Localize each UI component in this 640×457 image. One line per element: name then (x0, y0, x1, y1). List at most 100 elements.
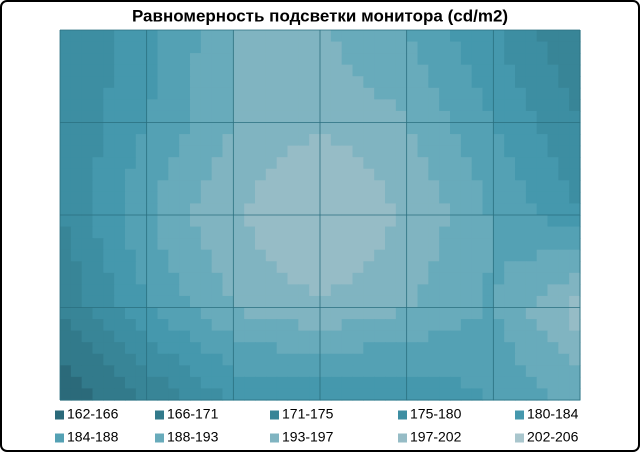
contour-cell (493, 215, 505, 228)
contour-cell (428, 87, 440, 100)
contour-cell (558, 249, 570, 262)
contour-cell (525, 376, 538, 390)
contour-cell (363, 53, 375, 66)
contour-cell (92, 226, 104, 239)
contour-cell (200, 134, 213, 147)
contour-cell (471, 87, 484, 100)
contour-cell (125, 376, 137, 390)
contour-cell (265, 145, 278, 158)
contour-cell (276, 76, 289, 89)
contour-cell (179, 76, 191, 89)
contour-cell (135, 376, 148, 390)
contour-cell (146, 134, 159, 147)
contour-cell (135, 168, 148, 181)
contour-cell (265, 365, 278, 378)
contour-cell (135, 238, 148, 251)
contour-cell (547, 180, 559, 193)
contour-cell (385, 30, 397, 43)
legend-swatch (270, 433, 279, 443)
contour-cell (276, 238, 289, 251)
contour-cell (450, 168, 462, 181)
contour-cell (547, 272, 559, 285)
contour-cell (482, 134, 494, 147)
contour-cell (341, 87, 354, 100)
contour-cell (363, 180, 375, 193)
contour-cell (439, 191, 451, 205)
contour-cell (439, 87, 451, 100)
contour-cell (406, 30, 419, 43)
contour-cell (135, 319, 148, 332)
contour-cell (190, 41, 202, 54)
contour-cell (406, 342, 419, 355)
contour-cell (103, 64, 115, 77)
contour-cell (569, 41, 581, 54)
contour-cell (330, 41, 343, 54)
contour-cell (406, 249, 419, 262)
contour-cell (179, 365, 191, 378)
contour-cell (244, 365, 256, 378)
contour-cell (460, 295, 473, 309)
contour-cell (471, 330, 484, 343)
contour-cell (374, 203, 386, 216)
legend: 162-166 166-171 171-175 175-180 180-184184-1… (55, 406, 579, 445)
contour-cell (320, 110, 332, 124)
contour-cell (222, 238, 234, 251)
contour-cell (460, 99, 473, 112)
chart-title: Равномерность подсветки монитора (cd/m2) (132, 6, 508, 25)
contour-cell (276, 180, 289, 193)
contour-cell (255, 376, 267, 390)
contour-cell (200, 180, 213, 193)
contour-cell (211, 99, 224, 112)
contour-cell (450, 353, 462, 366)
contour-cell (157, 342, 169, 355)
contour-cell (558, 157, 570, 170)
contour-cell (439, 330, 451, 343)
contour-cell (135, 261, 148, 274)
contour-cell (515, 191, 527, 205)
contour-cell (200, 376, 213, 390)
contour-cell (60, 53, 72, 66)
contour-cell (265, 180, 278, 193)
contour-cell (179, 272, 191, 285)
contour-cell (222, 215, 234, 228)
contour-cell (276, 319, 289, 332)
contour-cell (428, 365, 440, 378)
contour-cell (233, 41, 245, 54)
contour-cell (417, 249, 429, 262)
contour-cell (460, 319, 473, 332)
contour-cell (460, 365, 473, 378)
contour-cell (265, 64, 278, 77)
contour-cell (287, 53, 299, 66)
contour-cell (244, 319, 256, 332)
contour-cell (428, 180, 440, 193)
contour-cell (309, 87, 321, 100)
contour-cell (92, 134, 104, 147)
contour-cell (81, 307, 94, 320)
contour-cell (504, 319, 516, 332)
contour-cell (255, 342, 267, 355)
contour-cell (255, 180, 267, 193)
contour-cell (460, 87, 473, 100)
contour-cell (135, 145, 148, 158)
contour-cell (244, 122, 256, 135)
contour-cell (536, 53, 549, 66)
contour-cell (352, 249, 364, 262)
contour-cell (547, 41, 559, 54)
contour-cell (395, 99, 408, 112)
contour-cell (81, 215, 94, 228)
contour-cell (460, 261, 473, 274)
contour-cell (168, 319, 180, 332)
contour-cell (406, 76, 419, 89)
contour-cell (125, 99, 137, 112)
contour-cell (395, 157, 408, 170)
contour-cell (168, 122, 180, 135)
contour-cell (385, 215, 397, 228)
contour-cell (374, 30, 386, 43)
contour-cell (298, 122, 310, 135)
contour-cell (135, 122, 148, 135)
contour-cell (92, 145, 104, 158)
contour-cell (450, 365, 462, 378)
contour-cell (363, 226, 375, 239)
contour-cell (374, 191, 386, 205)
contour-cell (125, 157, 137, 170)
